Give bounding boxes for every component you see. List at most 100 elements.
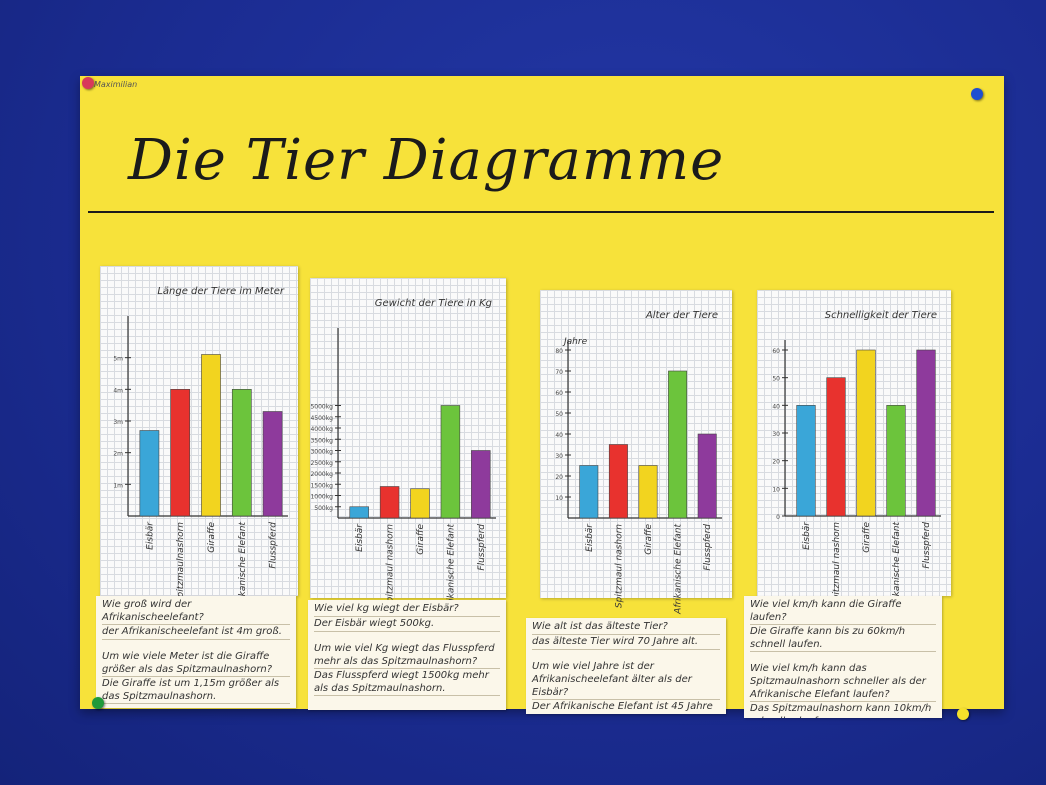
qa-strip-speed: Wie viel km/h kann die Giraffe laufen? D… <box>744 596 942 718</box>
x-tick-label: Flusspferd <box>703 524 713 571</box>
x-tick-label: Giraffe <box>862 522 872 553</box>
chart-title: Schnelligkeit der Tiere <box>825 310 937 321</box>
author-note: Maximilian <box>94 80 138 89</box>
y-tick-label: 20 <box>555 474 563 481</box>
chart-title: Gewicht der Tiere in Kg <box>375 298 492 309</box>
answer-1: das älteste Tier wird 70 Jahre alt. <box>532 635 720 650</box>
x-tick-label: Giraffe <box>644 524 654 555</box>
question-1: Wie groß wird der Afrikanischeelefant? <box>102 598 290 625</box>
pin-yellow <box>957 708 969 720</box>
y-tick-label: 30 <box>555 453 563 460</box>
chart-title: Alter der Tiere <box>645 310 718 321</box>
chart-card-speed: Schnelligkeit der Tiere 0 10 20 30 40 50 60 Eisb… <box>757 290 951 613</box>
x-tick-label: Eisbär <box>355 523 365 552</box>
y-tick-label: 20 <box>772 459 780 466</box>
bar <box>697 433 717 519</box>
y-tick-label: 30 <box>772 431 780 438</box>
question-1: Wie viel kg wiegt der Eisbär? <box>314 602 500 617</box>
y-tick-label: 2000kg <box>310 471 333 478</box>
y-tick-label: 60 <box>772 348 780 355</box>
chart-card-weight: Gewicht der Tiere in Kg 500kg 1000kg 1500kg… <box>310 278 506 615</box>
title-underline <box>88 211 994 213</box>
answer-2: Das Flusspferd wiegt 1500kg mehr als das… <box>314 669 500 696</box>
x-tick-label: Spitzmaulnashorn <box>176 522 186 603</box>
y-axis-label: Jahre <box>562 337 588 347</box>
x-tick-label: Giraffe <box>207 522 217 553</box>
x-tick-label: Spitzmaul nashorn <box>386 524 396 608</box>
chart-speed: Schnelligkeit der Tiere 0 10 20 30 40 50 60 Eisb… <box>772 310 941 613</box>
bar <box>410 488 430 519</box>
x-tick-label: Flusspferd <box>477 524 487 571</box>
y-tick-label: 500kg <box>314 505 333 512</box>
chart-weight: Gewicht der Tiere in Kg 500kg 1000kg 1500kg… <box>310 298 496 615</box>
y-tick-label: 60 <box>555 390 563 397</box>
x-tick-label: Afrikanische Elefant <box>238 522 248 613</box>
x-tick-label: Eisbär <box>802 521 812 550</box>
bar <box>349 506 369 519</box>
chart-length: Länge der Tiere im Meter 1m 2m 3m 4m 5m Eisbär… <box>113 286 288 613</box>
y-tick-label: 40 <box>772 403 780 410</box>
y-tick-label: 5m <box>113 356 123 363</box>
pin-green <box>92 697 104 709</box>
x-tick-label: Afrikanische Elefant <box>674 524 684 615</box>
question-2: Um wie viele Meter ist die Giraffe größe… <box>102 650 290 677</box>
poster-title: Die Tier Diagramme <box>128 128 725 193</box>
x-tick-label: Eisbär <box>585 523 595 552</box>
bar <box>886 405 906 517</box>
bar <box>262 411 283 517</box>
y-tick-label: 4500kg <box>310 415 333 422</box>
question-2: Um wie viel Jahre ist der Afrikanischeel… <box>532 660 720 700</box>
bar <box>139 430 160 517</box>
y-tick-label: 3000kg <box>310 449 333 456</box>
qa-strip-weight: Wie viel kg wiegt der Eisbär? Der Eisbär… <box>308 600 506 710</box>
bar <box>916 349 936 517</box>
bar <box>440 405 461 519</box>
chart-age: Alter der Tiere Jahre 10 20 30 40 50 60 70 80 Eisb… <box>555 310 722 615</box>
x-tick-label: Flusspferd <box>269 522 279 569</box>
qa-strip-age: Wie alt ist das älteste Tier? das ältest… <box>526 618 726 714</box>
y-tick-label: 1500kg <box>310 482 333 489</box>
answer-1: Der Eisbär wiegt 500kg. <box>314 617 500 632</box>
x-tick-label: Afrikanische Elefant <box>446 524 456 615</box>
y-tick-label: 1m <box>113 482 123 489</box>
question-1: Wie alt ist das älteste Tier? <box>532 620 720 635</box>
answer-1: Die Giraffe kann bis zu 60km/h schnell l… <box>750 625 936 652</box>
chart-card-age: Alter der Tiere Jahre 10 20 30 40 50 60 70 80 Eisb… <box>540 290 732 615</box>
x-tick-label: Spitzmaul nashorn <box>614 524 624 608</box>
x-tick-label: Flusspferd <box>922 522 932 569</box>
question-2: Wie viel km/h kann das Spitzmaulnashorn … <box>750 662 936 702</box>
pin-blue <box>971 88 983 100</box>
chart-card-length: Länge der Tiere im Meter 1m 2m 3m 4m 5m Eisbär… <box>100 266 298 613</box>
y-tick-label: 10 <box>555 495 563 502</box>
bar <box>826 377 846 517</box>
question-1: Wie viel km/h kann die Giraffe laufen? <box>750 598 936 625</box>
question-2: Um wie viel Kg wiegt das Flusspferd mehr… <box>314 642 500 669</box>
y-tick-label: 3500kg <box>310 437 333 444</box>
x-tick-label: Eisbär <box>145 521 155 550</box>
bar <box>579 465 599 519</box>
y-tick-label: 2500kg <box>310 460 333 467</box>
poster: Maximilian Die Tier Diagramme Länge der … <box>80 76 1004 718</box>
x-tick-label: Afrikanische Elefant <box>892 522 902 613</box>
y-tick-label: 10 <box>772 486 780 493</box>
y-tick-label: 70 <box>555 369 563 376</box>
y-tick-label: 50 <box>772 376 780 383</box>
y-tick-label: 50 <box>555 411 563 418</box>
y-tick-label: 3m <box>113 419 123 426</box>
y-tick-label: 5000kg <box>310 404 333 411</box>
y-tick-label: 80 <box>555 348 563 355</box>
y-tick-label: 1000kg <box>310 494 333 501</box>
answer-2: Der Afrikanische Elefant ist 45 Jahre äl… <box>532 700 720 714</box>
bar <box>796 405 816 517</box>
answer-2: Die Giraffe ist um 1,15m größer als das … <box>102 677 290 704</box>
y-tick-label: 40 <box>555 432 563 439</box>
bar <box>471 450 491 519</box>
bar <box>379 486 400 519</box>
bar <box>170 389 191 517</box>
y-tick-label: 4000kg <box>310 426 333 433</box>
x-tick-label: Giraffe <box>416 524 426 555</box>
y-tick-label: 4m <box>113 387 123 394</box>
bar <box>638 465 658 519</box>
y-tick-label: 2m <box>113 451 123 458</box>
y-tick-label: 0 <box>776 514 780 521</box>
